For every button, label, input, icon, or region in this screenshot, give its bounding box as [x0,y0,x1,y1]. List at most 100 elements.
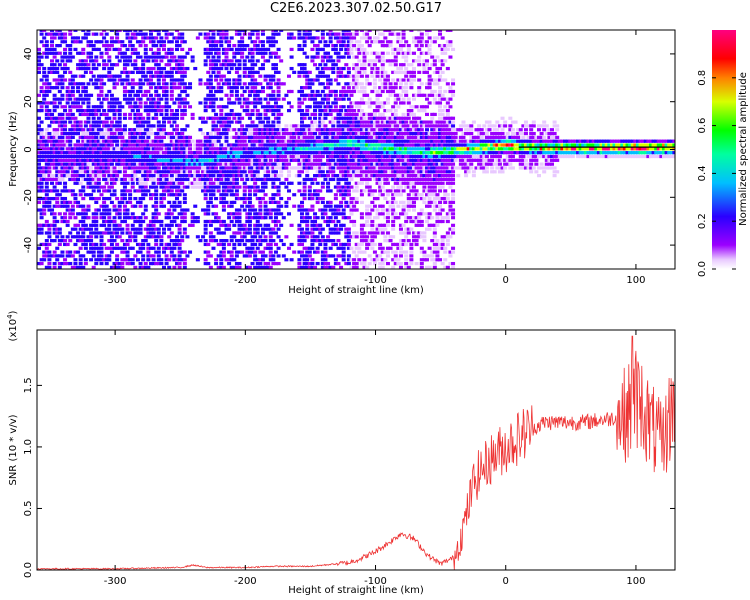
heat-cell [115,47,120,52]
heat-cell [120,55,125,59]
heat-cell [365,82,370,86]
heat-cell [44,93,49,97]
heat-cell [378,78,383,82]
heat-cell [133,227,138,231]
heat-cell [188,166,193,170]
heat-cell [91,246,96,250]
heat-cell [227,185,232,189]
heat-cell [42,93,47,97]
heat-cell [245,143,250,147]
heat-cell [44,131,49,136]
heat-cell [208,162,213,166]
heat-cell [344,231,349,235]
heat-cell [260,30,265,32]
heat-cell [107,116,112,120]
heat-cell [39,208,44,212]
heat-cell [315,166,320,170]
heat-cell [352,143,357,147]
heat-cell [208,239,213,243]
heat-cell [52,185,57,189]
heat-cell [307,208,312,212]
heat-cell [182,89,187,94]
heat-cell [146,254,151,258]
heat-cell [315,74,320,78]
heat-cell [130,105,135,109]
heat-cell [211,109,216,113]
heat-cell [341,258,346,262]
heat-cell [169,185,174,189]
heat-cell [253,158,258,162]
heat-cell [37,124,41,128]
heat-cell [297,74,302,78]
heat-cell [102,59,107,63]
heat-cell [37,189,41,193]
heat-cell [318,120,323,124]
heat-cell [146,170,151,174]
heat-cell [141,212,146,216]
heat-cell [286,101,291,105]
heat-cell [234,32,239,36]
heat-cell [349,116,354,120]
heat-cell [130,258,135,262]
heat-cell [328,59,333,63]
heat-cell [294,143,299,147]
heat-cell [172,135,177,139]
heat-cell [352,223,357,227]
heat-cell [367,112,372,117]
heat-cell [326,78,331,82]
heat-cell [349,147,354,151]
heat-cell [242,101,247,105]
heat-cell [83,151,88,155]
heat-cell [102,131,107,136]
heat-cell [214,212,219,216]
heat-cell [161,177,166,182]
heat-cell [224,166,229,170]
heat-cell [367,147,372,151]
heat-cell [349,208,354,212]
heat-cell [102,177,107,182]
heat-cell [349,93,354,97]
heat-cell [195,147,200,151]
heat-cell [83,66,88,71]
heat-cell [281,242,286,247]
heat-cell [193,170,198,174]
heat-cell [253,227,258,231]
heat-cell [169,74,174,78]
heat-cell [260,158,265,162]
heat-cell [341,97,346,101]
heat-cell [260,86,265,90]
heat-cell [44,185,49,189]
heat-cell [52,120,57,124]
heat-cell [276,128,281,132]
heat-cell [83,223,88,227]
heat-cell [81,82,86,86]
heat-cell [268,74,273,78]
heat-cell [359,116,364,120]
heat-cell [313,189,318,193]
heat-cell [336,109,341,113]
heat-cell [161,143,166,147]
heat-cell [68,239,73,243]
heat-cell [234,151,239,155]
heat-cell [375,216,380,220]
heat-cell [195,258,200,262]
heat-cell [180,143,185,147]
heat-cell [328,139,333,143]
heat-cell [214,124,219,128]
heat-cell [102,147,107,151]
heat-cell [203,101,208,105]
heat-cell [148,219,153,224]
heat-cell [253,89,258,94]
heat-cell [234,185,239,189]
heat-cell [138,219,143,224]
heat-cell [89,109,94,113]
heat-cell [305,154,310,159]
heat-cell [130,174,135,178]
heat-cell [315,158,320,162]
heat-cell [138,170,143,174]
heat-cell [253,258,258,262]
heat-cell [292,128,297,132]
heat-cell [148,261,153,266]
heat-cell [380,223,385,227]
heat-cell [273,154,278,159]
